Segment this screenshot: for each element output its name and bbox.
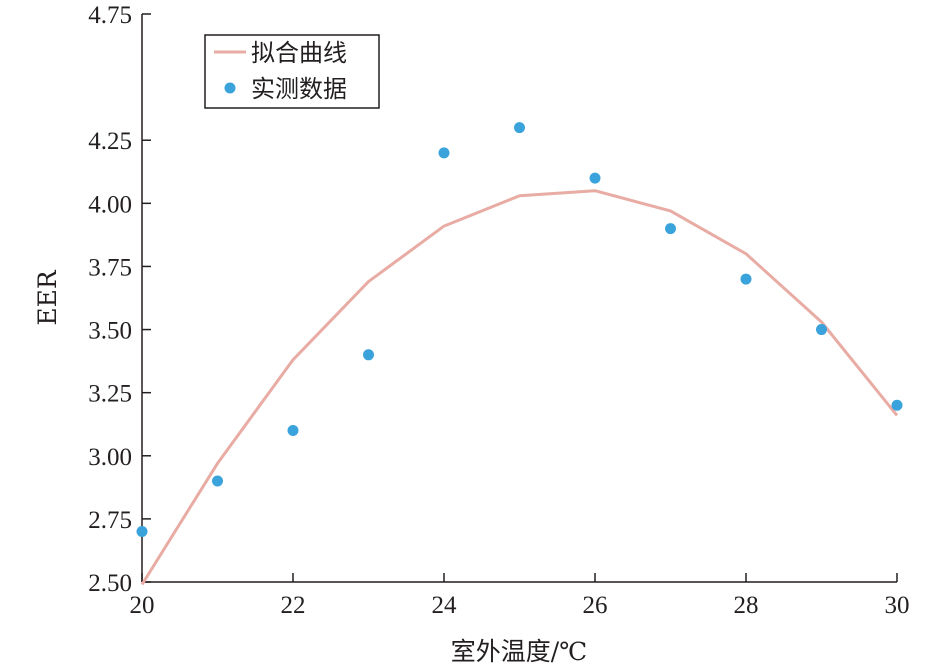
x-tick-label: 24 [432, 592, 458, 619]
x-tick-label: 20 [130, 592, 155, 619]
legend-label-fit: 拟合曲线 [251, 39, 347, 67]
ticks: 20 22 24 26 28 30 2.50 2.75 3.00 3.25 3.50 3.75 4.00… [88, 2, 909, 619]
y-tick-label: 3.00 [88, 444, 132, 471]
measured-data-point [514, 122, 525, 134]
x-tick-label: 22 [281, 592, 306, 619]
measured-data-point [136, 526, 148, 538]
x-tick-label: 30 [885, 592, 910, 619]
x-tick-label: 28 [734, 592, 759, 619]
axes [141, 14, 897, 583]
x-tick-label: 26 [583, 592, 608, 619]
measured-data-point [212, 475, 223, 487]
y-tick-label: 2.50 [88, 570, 132, 597]
measured-data-point [363, 349, 374, 361]
y-tick-label: 3.75 [88, 254, 132, 281]
measured-data-point [816, 324, 827, 336]
x-axis-title: 室外温度/℃ [451, 637, 587, 666]
fit-curve-line [140, 189, 899, 586]
y-tick-label: 3.25 [88, 381, 132, 408]
y-tick-label: 2.75 [88, 507, 132, 534]
measured-data-point [589, 172, 601, 184]
measured-data-point [891, 399, 903, 411]
y-axis-title: EER [33, 269, 62, 325]
plot-area [136, 122, 903, 586]
y-tick-label: 3.50 [88, 318, 132, 345]
measured-data-point [665, 223, 676, 235]
y-tick-label: 4.25 [88, 128, 132, 155]
measured-data-point [438, 147, 450, 159]
y-tick-label: 4.75 [88, 2, 132, 29]
measured-data-point [287, 425, 299, 437]
legend-box [204, 34, 380, 109]
legend: 拟合曲线 实测数据 [204, 34, 380, 109]
legend-label-measured: 实测数据 [251, 75, 347, 103]
measured-data-point [740, 273, 752, 285]
legend-dot-swatch [224, 82, 236, 94]
y-tick-label: 4.00 [88, 191, 132, 218]
